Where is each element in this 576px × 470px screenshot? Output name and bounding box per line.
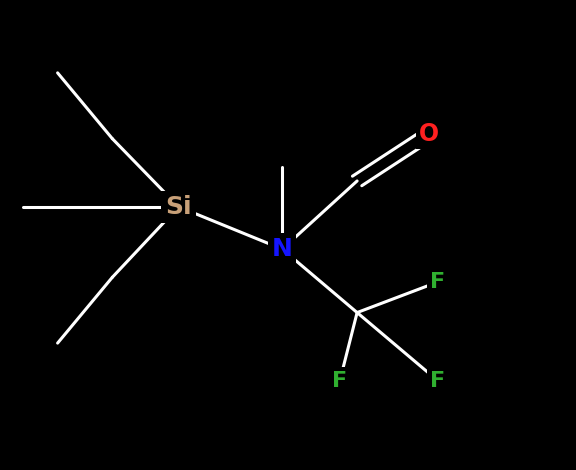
Text: Si: Si xyxy=(165,195,192,219)
Text: F: F xyxy=(430,371,445,391)
Text: N: N xyxy=(272,237,293,261)
Text: O: O xyxy=(419,122,439,146)
Text: F: F xyxy=(332,371,347,391)
Text: F: F xyxy=(430,272,445,292)
